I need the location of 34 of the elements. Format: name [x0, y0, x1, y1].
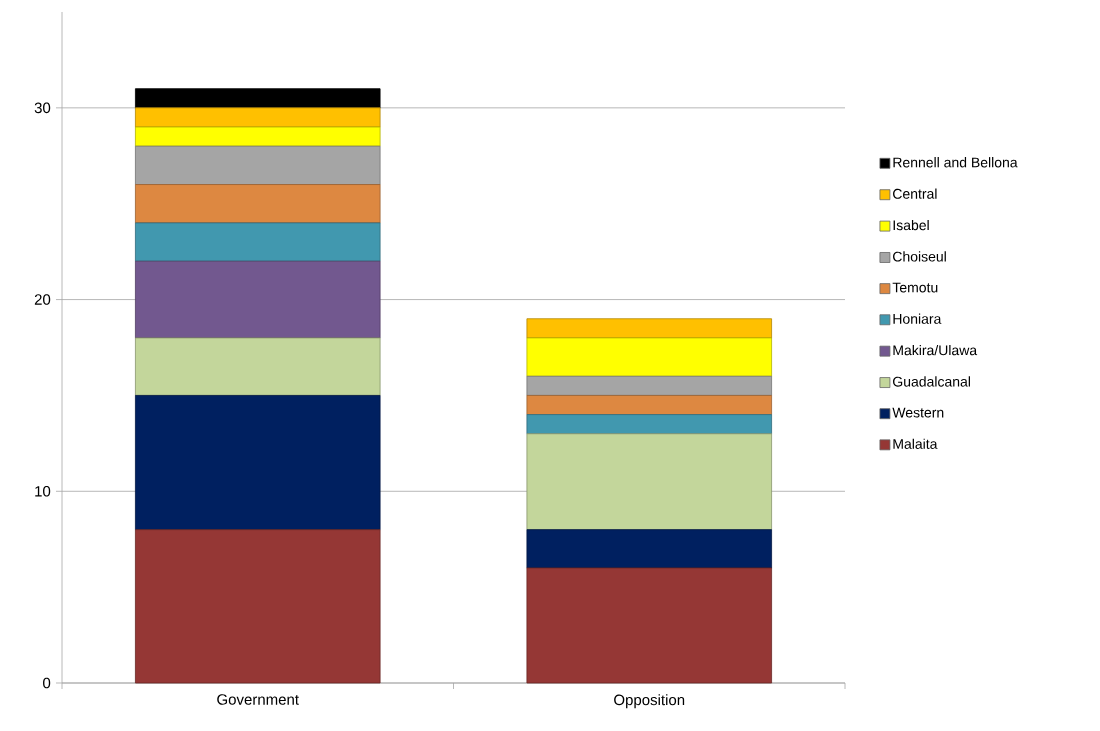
bar	[526, 414, 772, 435]
legend-label: Guadalcanal	[893, 376, 970, 387]
bar	[135, 337, 381, 396]
bar	[526, 529, 772, 569]
bar	[135, 107, 381, 128]
legend-label: Malaita	[893, 438, 938, 449]
y-tick-label: 30	[34, 102, 51, 114]
y-tick-label: 10	[35, 485, 51, 497]
legend-label: Honiara	[893, 313, 942, 324]
legend-label: Western	[892, 407, 944, 418]
bar	[135, 145, 381, 185]
bar	[526, 318, 772, 339]
bar	[526, 375, 772, 396]
x-tick-label: Opposition	[614, 694, 685, 709]
bar	[135, 184, 381, 224]
legend-label: Temotu	[892, 282, 938, 293]
legend-label: Makira/Ulawa	[893, 344, 978, 356]
legend-label: Choiseul	[893, 251, 946, 262]
x-tick-label: Government	[217, 694, 299, 705]
bar	[526, 337, 772, 377]
legend-label: Rennell and Bellona	[893, 157, 1018, 168]
bar	[526, 433, 772, 531]
legend-label: Central	[893, 188, 937, 199]
y-tick-label: 0	[43, 677, 51, 689]
bar	[135, 260, 381, 339]
bar	[135, 88, 381, 109]
bar	[135, 222, 381, 262]
bar	[526, 395, 772, 415]
bar	[135, 395, 381, 531]
bar	[135, 126, 381, 147]
bar	[526, 567, 772, 684]
y-tick-label: 20	[34, 294, 51, 305]
bar	[135, 529, 381, 684]
legend-label: Isabel	[893, 219, 929, 231]
